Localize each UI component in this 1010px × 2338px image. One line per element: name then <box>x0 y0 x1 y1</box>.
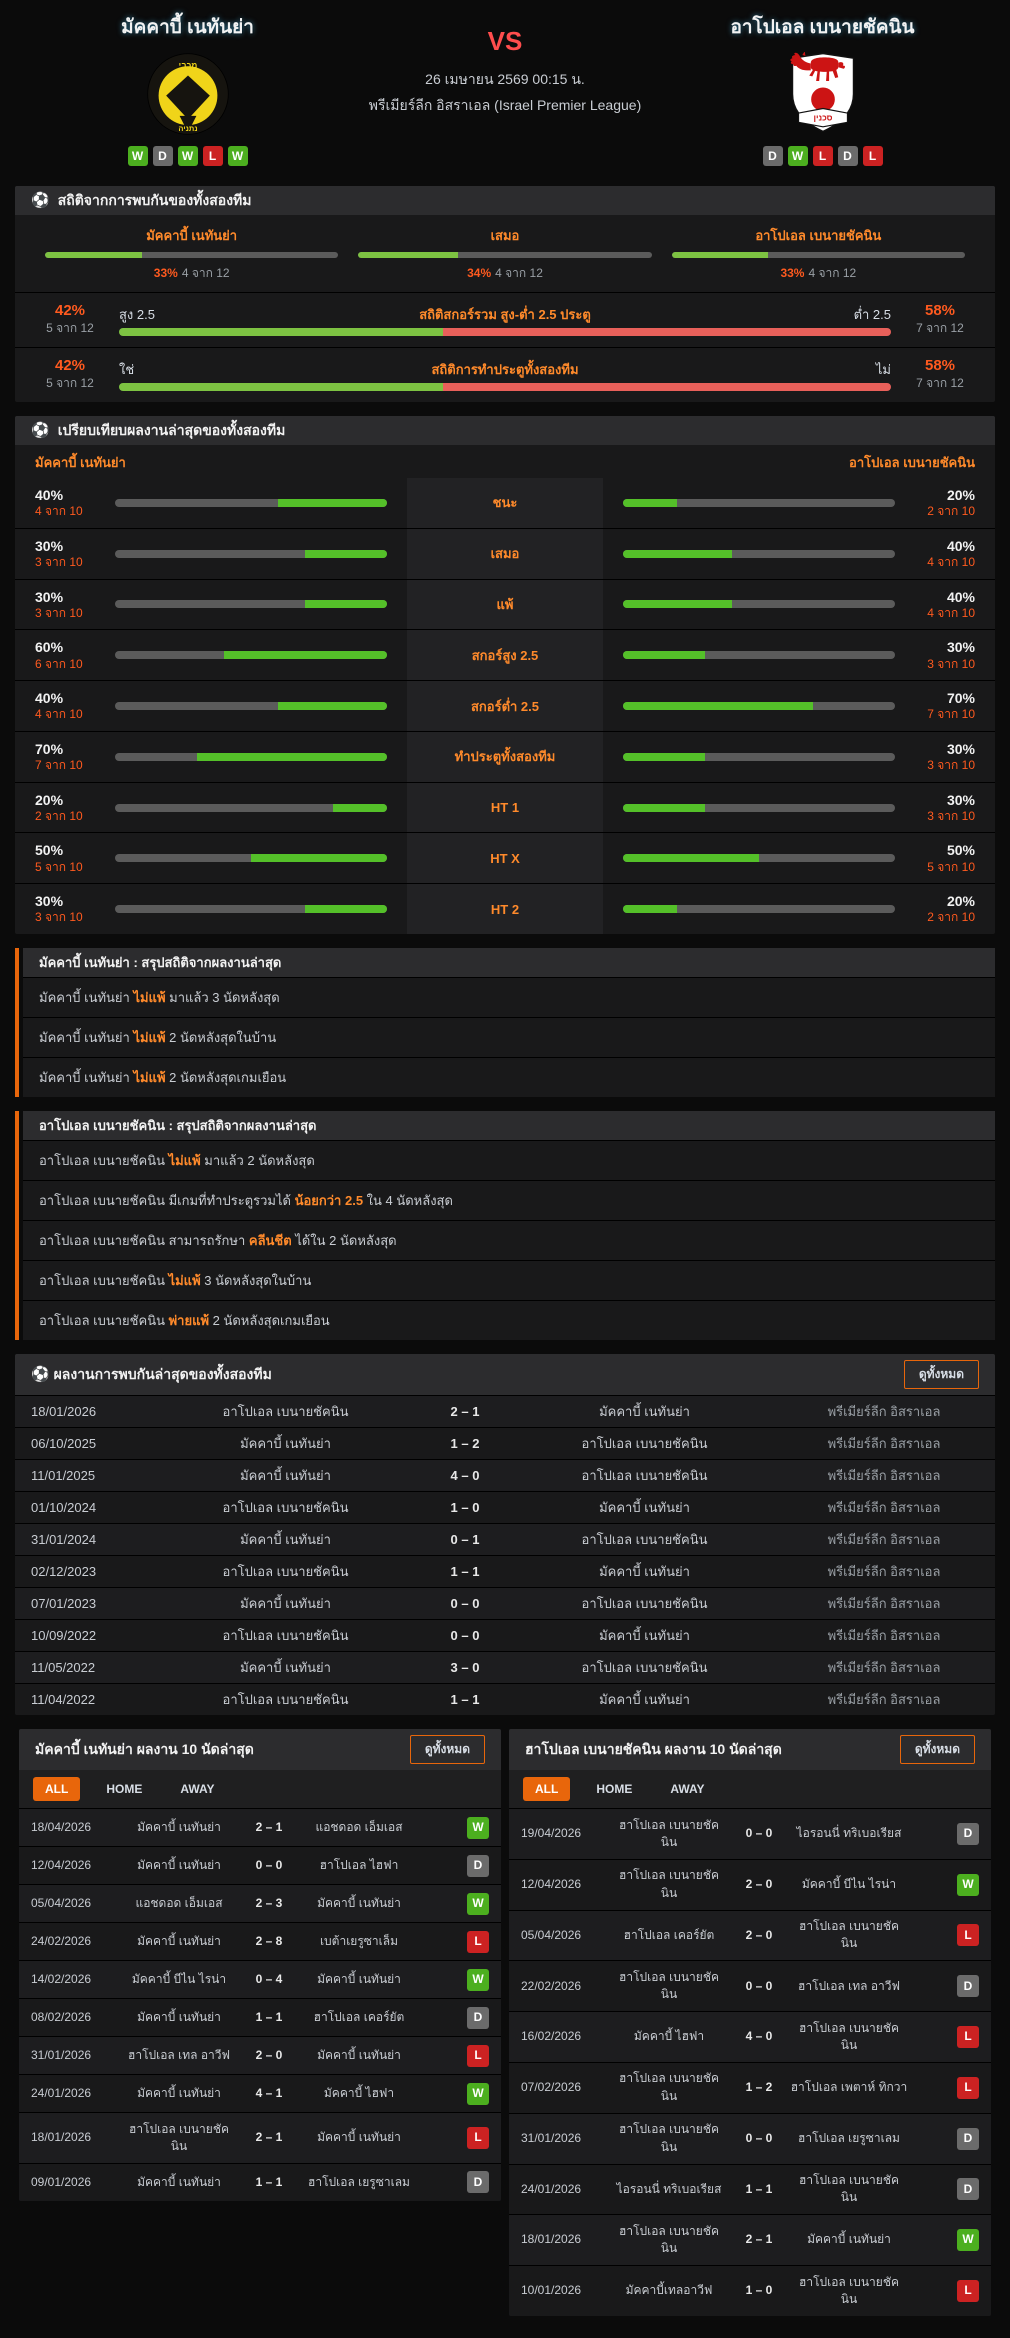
svg-text:מכבי: מכבי <box>178 60 197 70</box>
svg-text:סכנין: סכנין <box>813 113 832 123</box>
svg-text:נתניה: נתניה <box>178 124 197 133</box>
